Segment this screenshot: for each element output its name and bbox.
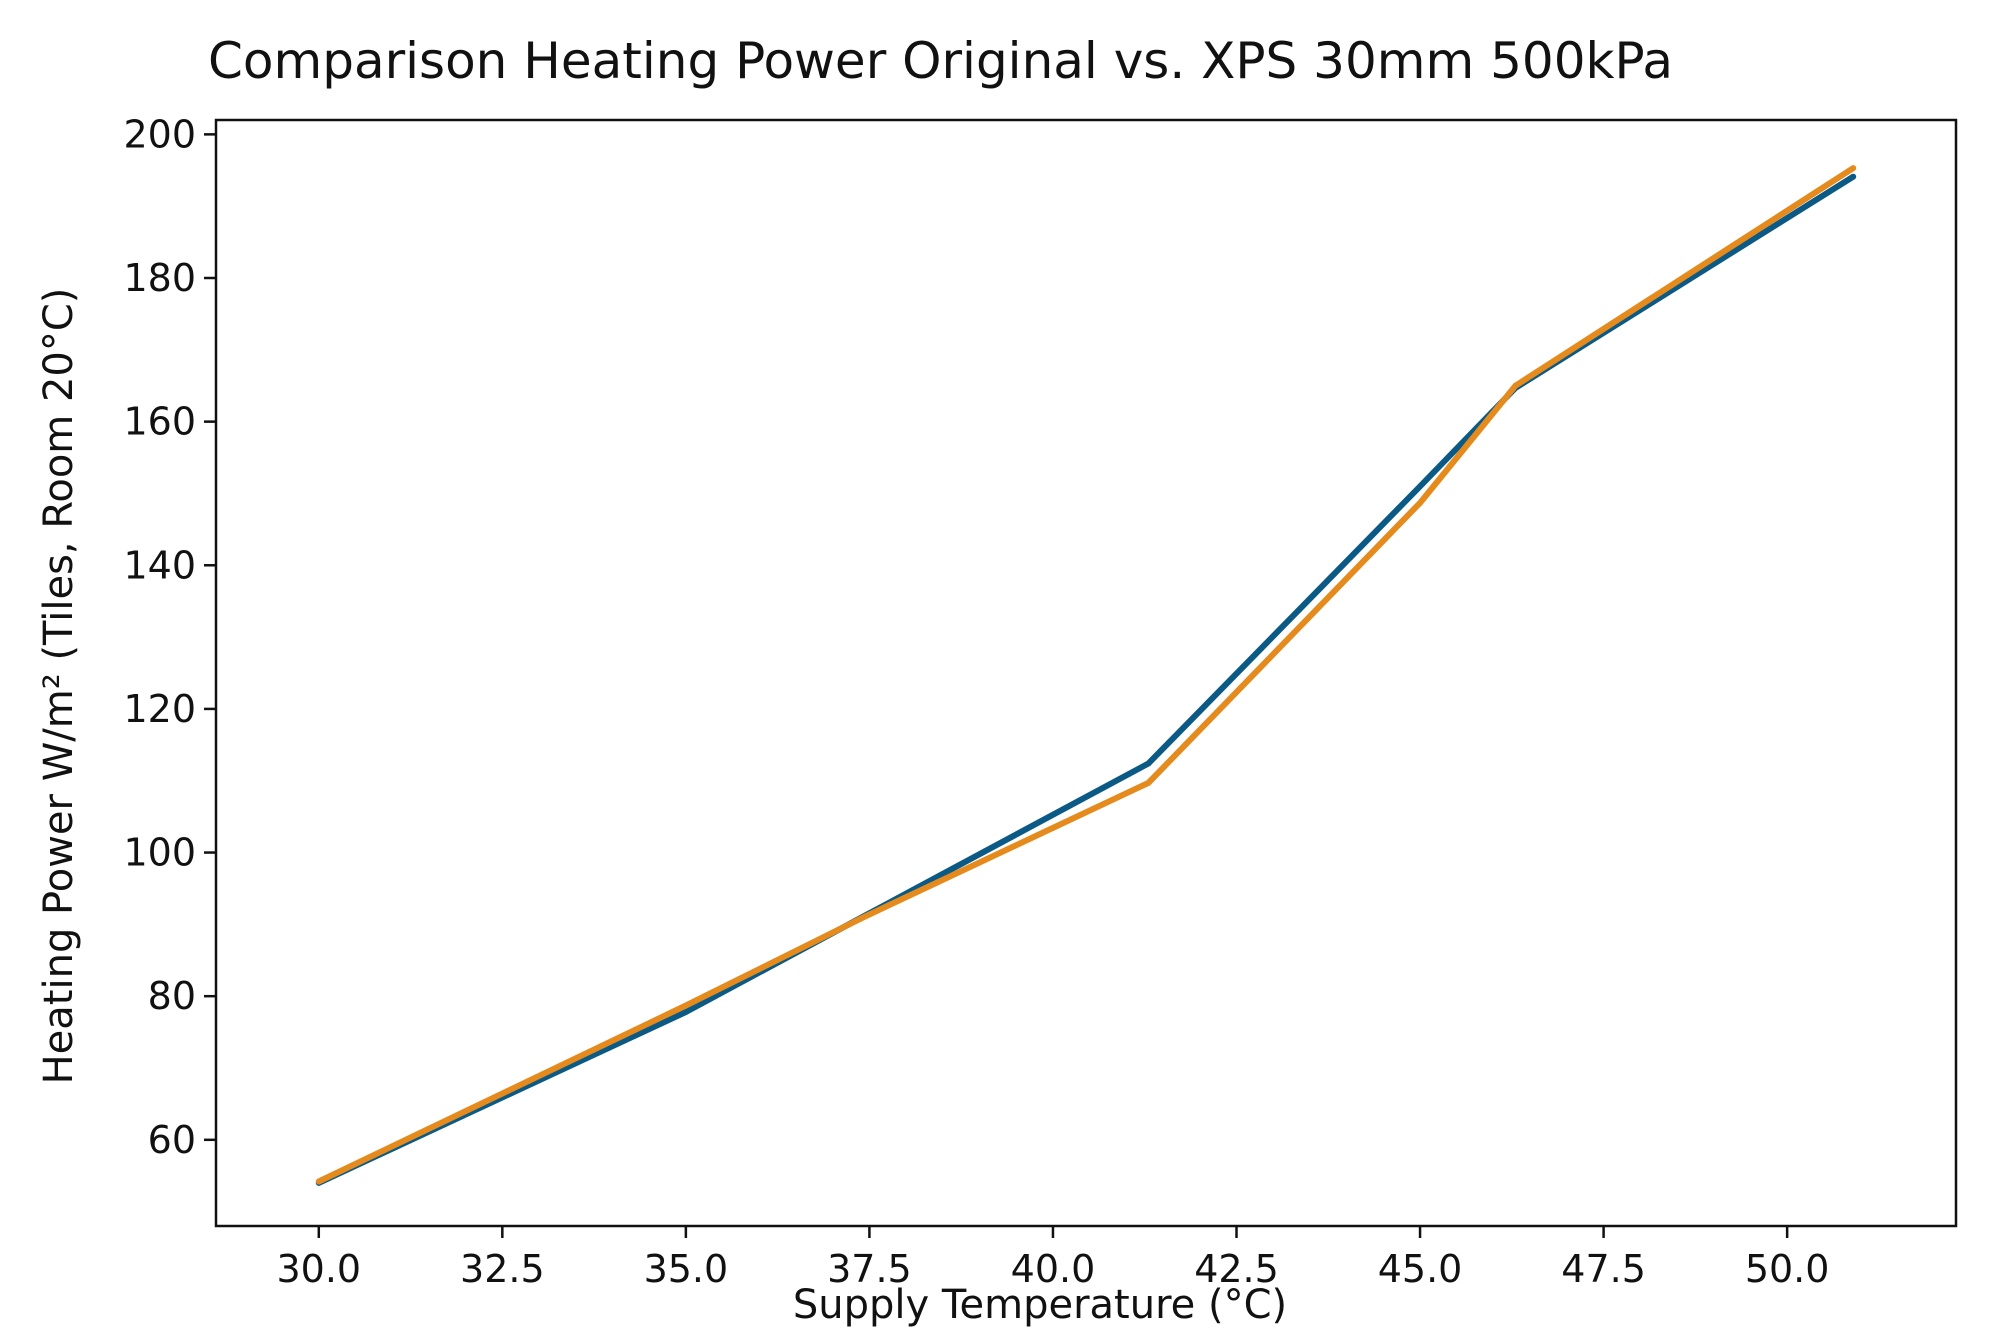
y-tick-label: 60	[148, 1118, 196, 1162]
x-tick-label: 45.0	[1378, 1247, 1463, 1291]
y-tick-label: 200	[123, 112, 196, 156]
chart-title: Comparison Heating Power Original vs. XP…	[208, 32, 1673, 90]
y-tick-label: 160	[123, 400, 196, 444]
y-tick-label: 80	[148, 974, 196, 1018]
x-tick-label: 40.0	[1011, 1247, 1096, 1291]
plot-frame	[214, 118, 1958, 1228]
x-tick-label: 50.0	[1745, 1247, 1830, 1291]
x-tick-label: 47.5	[1561, 1247, 1646, 1291]
x-tick-label: 35.0	[644, 1247, 729, 1291]
series-line-2	[315, 165, 1857, 1185]
x-tick-label: 32.5	[460, 1247, 545, 1291]
y-axis-label: Heating Power W/m² (Tiles, Room 20°C)	[36, 288, 82, 1085]
x-tick-label: 42.5	[1194, 1247, 1279, 1291]
x-axis: 30.0 32.5 35.0 37.5 40.0 42.5 45.0 47.5 50.0	[276, 1226, 1829, 1291]
x-tick-label: 37.5	[827, 1247, 912, 1291]
y-axis: 60 80 100 120 140 160 180 200	[123, 112, 216, 1162]
y-tick-label: 100	[123, 831, 196, 875]
y-tick-label: 140	[123, 543, 196, 587]
x-tick-label: 30.0	[276, 1247, 361, 1291]
y-tick-label: 120	[123, 687, 196, 731]
y-tick-label: 180	[123, 256, 196, 300]
series-layer	[315, 165, 1857, 1186]
x-axis-label: Supply Temperature (°C)	[793, 1282, 1287, 1328]
